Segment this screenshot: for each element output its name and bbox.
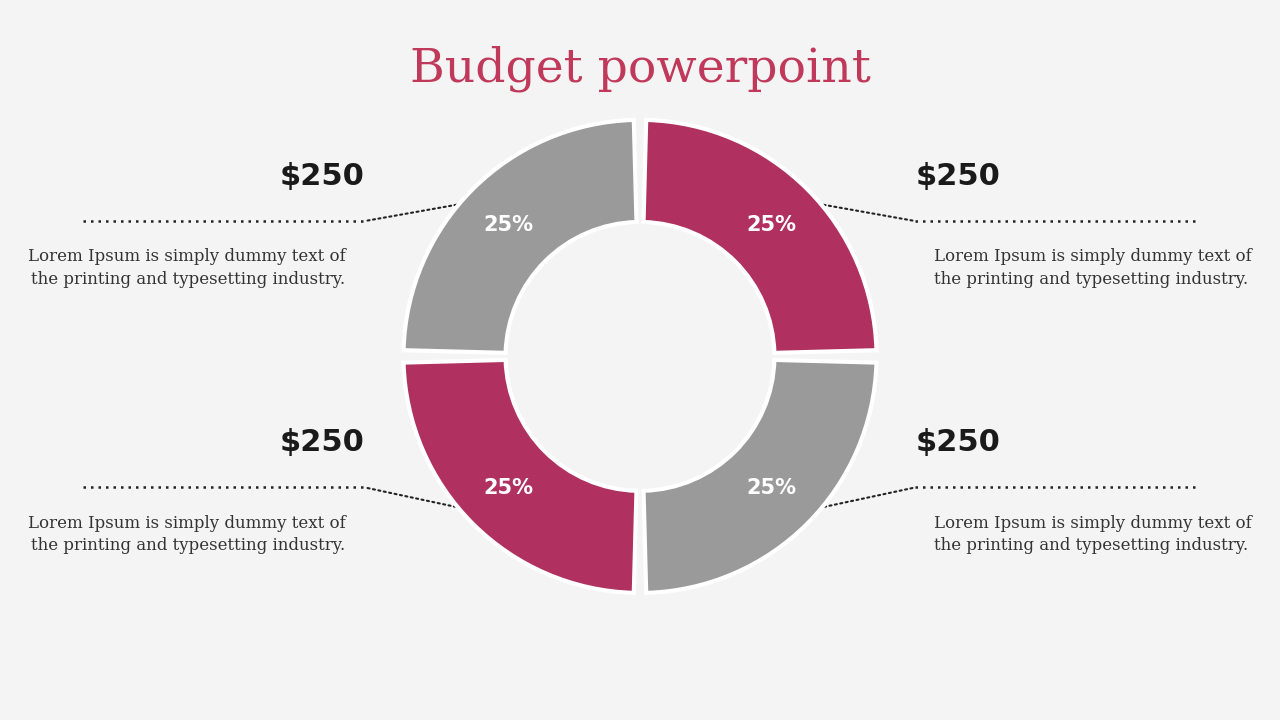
Text: 25%: 25% [484, 477, 534, 498]
Wedge shape [644, 360, 877, 593]
Text: Lorem Ipsum is simply dummy text of
the printing and typesetting industry.: Lorem Ipsum is simply dummy text of the … [934, 248, 1252, 287]
Text: $250: $250 [915, 162, 1000, 191]
Text: 25%: 25% [746, 477, 796, 498]
Text: $250: $250 [280, 162, 365, 191]
Text: Budget powerpoint: Budget powerpoint [410, 45, 870, 91]
Text: Lorem Ipsum is simply dummy text of
the printing and typesetting industry.: Lorem Ipsum is simply dummy text of the … [28, 515, 346, 554]
Text: Lorem Ipsum is simply dummy text of
the printing and typesetting industry.: Lorem Ipsum is simply dummy text of the … [934, 515, 1252, 554]
Text: Lorem Ipsum is simply dummy text of
the printing and typesetting industry.: Lorem Ipsum is simply dummy text of the … [28, 248, 346, 287]
Text: $250: $250 [280, 428, 365, 457]
Text: $250: $250 [915, 428, 1000, 457]
Wedge shape [403, 120, 636, 353]
Text: 25%: 25% [746, 215, 796, 235]
Wedge shape [403, 360, 636, 593]
Wedge shape [644, 120, 877, 353]
Text: 25%: 25% [484, 215, 534, 235]
